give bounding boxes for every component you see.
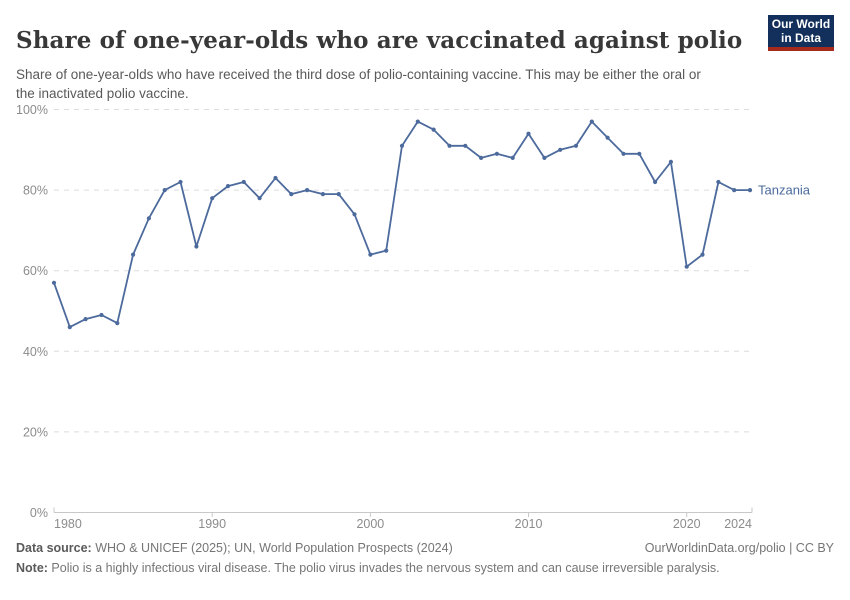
- note-label: Note:: [16, 561, 48, 575]
- note-text: Note: Polio is a highly infectious viral…: [16, 561, 720, 575]
- data-point[interactable]: [668, 159, 674, 164]
- owid-logo[interactable]: Our World in Data: [768, 15, 834, 51]
- data-point[interactable]: [510, 155, 515, 160]
- data-point[interactable]: [194, 244, 199, 249]
- data-point[interactable]: [431, 127, 436, 132]
- data-point[interactable]: [479, 155, 484, 160]
- data-point[interactable]: [573, 143, 579, 148]
- chart-subtitle: Share of one-year-olds who have received…: [16, 66, 701, 102]
- y-axis-label: 0%: [30, 506, 48, 520]
- data-point[interactable]: [716, 179, 721, 185]
- data-point[interactable]: [67, 325, 72, 330]
- y-axis-label: 60%: [23, 264, 48, 278]
- data-source-text: Data source: WHO & UNICEF (2025); UN, Wo…: [16, 541, 453, 555]
- data-point[interactable]: [494, 151, 499, 156]
- data-point[interactable]: [368, 252, 373, 257]
- data-point[interactable]: [210, 196, 215, 201]
- data-point[interactable]: [542, 155, 547, 160]
- owid-logo-line2: in Data: [780, 31, 821, 45]
- page-title: Share of one-year-olds who are vaccinate…: [16, 27, 743, 55]
- entity-label-tanzania[interactable]: Tanzania: [758, 183, 811, 198]
- data-point[interactable]: [637, 151, 642, 156]
- x-axis-label: 2024: [724, 517, 752, 531]
- data-source-label: Data source:: [16, 541, 92, 555]
- data-point[interactable]: [225, 184, 231, 189]
- data-point[interactable]: [589, 119, 594, 124]
- data-point[interactable]: [747, 188, 753, 193]
- data-point[interactable]: [447, 143, 452, 148]
- x-axis-label: 2010: [515, 517, 543, 531]
- x-axis-label: 1980: [54, 517, 82, 531]
- data-point[interactable]: [162, 188, 167, 193]
- data-point[interactable]: [399, 143, 405, 148]
- data-point[interactable]: [83, 317, 88, 322]
- data-point[interactable]: [384, 248, 389, 253]
- data-point[interactable]: [131, 252, 136, 257]
- owid-logo-stripe: [768, 47, 834, 51]
- data-point[interactable]: [415, 119, 420, 124]
- data-point[interactable]: [289, 192, 294, 197]
- x-axis-label: 2000: [356, 517, 384, 531]
- owid-logo-box: Our World in Data: [768, 15, 834, 47]
- data-point[interactable]: [526, 131, 531, 136]
- x-axis-label: 2020: [673, 517, 701, 531]
- chart-hover-area[interactable]: [54, 105, 752, 513]
- data-point[interactable]: [320, 192, 325, 197]
- data-point[interactable]: [605, 135, 610, 140]
- y-axis-label: 100%: [16, 103, 48, 117]
- data-point[interactable]: [558, 147, 563, 152]
- y-axis-label: 80%: [23, 184, 48, 198]
- data-point[interactable]: [273, 175, 278, 181]
- y-axis-label: 40%: [23, 345, 48, 359]
- owid-logo-line1: Our World: [771, 16, 831, 31]
- data-point[interactable]: [336, 192, 341, 197]
- data-point[interactable]: [146, 216, 151, 221]
- y-axis-label: 20%: [23, 425, 48, 439]
- data-point[interactable]: [700, 252, 705, 257]
- data-point[interactable]: [732, 188, 737, 193]
- data-point[interactable]: [241, 179, 246, 185]
- data-point[interactable]: [684, 264, 689, 269]
- data-point[interactable]: [257, 196, 262, 201]
- data-point[interactable]: [352, 212, 357, 217]
- data-point[interactable]: [305, 188, 310, 193]
- chart-footer: Data source: WHO & UNICEF (2025); UN, Wo…: [16, 541, 834, 575]
- data-point[interactable]: [178, 179, 183, 185]
- owid-url-link[interactable]: OurWorldinData.org/polio | CC BY: [644, 541, 834, 555]
- x-axis-label: 1990: [198, 517, 226, 531]
- data-point[interactable]: [99, 312, 104, 318]
- data-point[interactable]: [463, 143, 468, 148]
- data-point[interactable]: [621, 151, 626, 156]
- data-point[interactable]: [653, 179, 658, 185]
- data-point[interactable]: [51, 280, 57, 285]
- data-point[interactable]: [115, 321, 120, 326]
- line-chart: 0% 20% 40% 60% 80% 100% 1980 1990 2000 2010 2020 20…: [16, 103, 811, 531]
